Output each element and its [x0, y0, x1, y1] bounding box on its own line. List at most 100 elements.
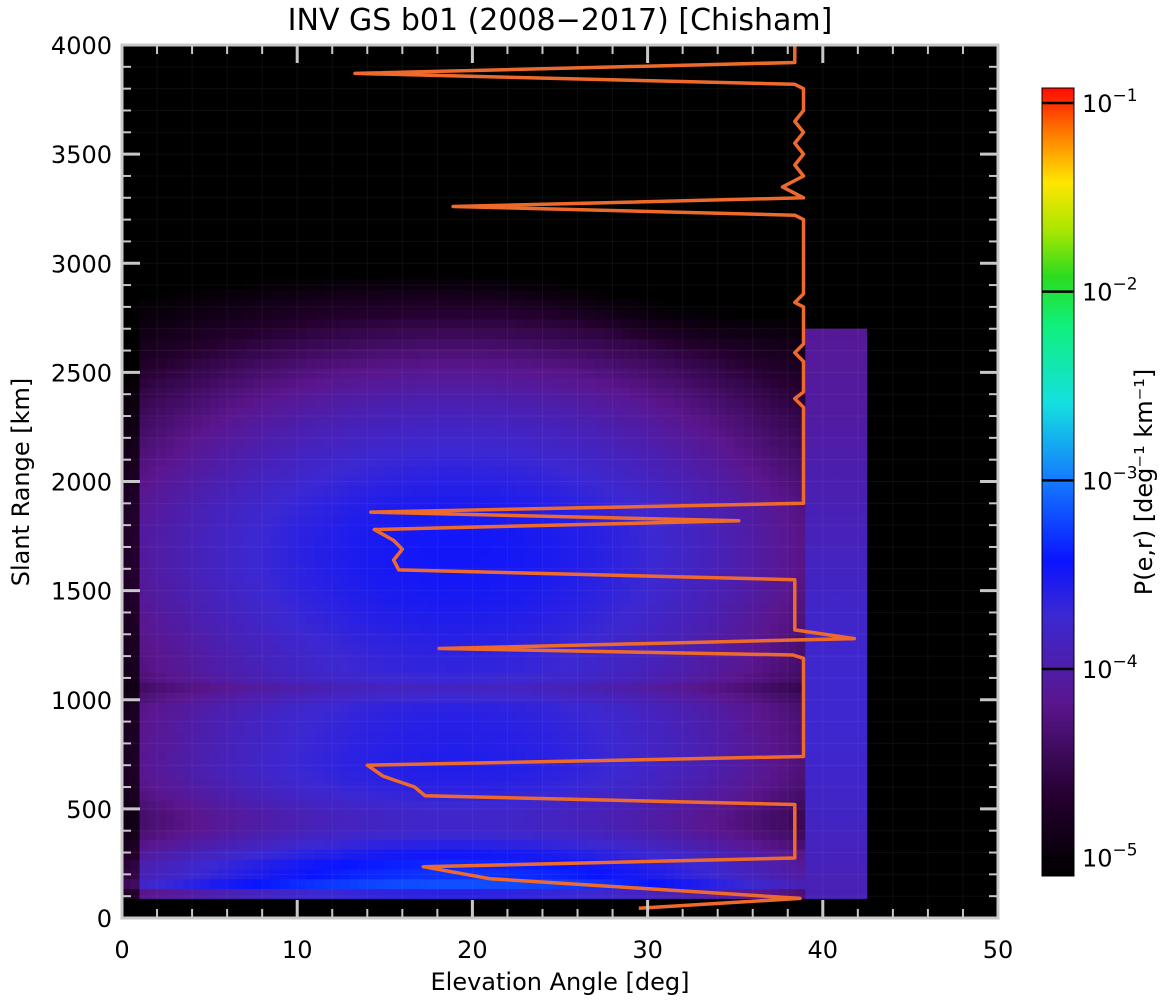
- heatmap-cell: [524, 603, 535, 615]
- heatmap-cell: [551, 623, 561, 634]
- heatmap-cell: [533, 574, 544, 585]
- heatmap-cell: [708, 544, 719, 556]
- heatmap-cell: [428, 623, 438, 634]
- heatmap-cell: [393, 417, 403, 428]
- heatmap-cell: [358, 633, 368, 644]
- heatmap-cell: [367, 662, 377, 674]
- heatmap-cell: [577, 299, 587, 310]
- heatmap-cell: [805, 534, 815, 546]
- heatmap-cell: [279, 534, 290, 546]
- heatmap-cell: [393, 387, 403, 399]
- heatmap-cell: [428, 407, 438, 418]
- heatmap-cell: [665, 485, 675, 497]
- heatmap-cell: [708, 839, 719, 850]
- heatmap-cell: [376, 476, 386, 487]
- heatmap-cell: [297, 790, 307, 801]
- heatmap-cell: [516, 692, 526, 703]
- heatmap-cell: [787, 613, 798, 624]
- heatmap-cell: [779, 613, 789, 624]
- heatmap-cell: [551, 436, 561, 448]
- heatmap-cell: [122, 888, 132, 899]
- heatmap-cell: [761, 770, 771, 782]
- heatmap-cell: [743, 417, 754, 428]
- heatmap-cell: [560, 299, 570, 310]
- heatmap-cell: [551, 888, 561, 899]
- heatmap-cell: [454, 328, 465, 340]
- heatmap-cell: [489, 682, 500, 693]
- heatmap-cell: [779, 633, 789, 644]
- heatmap-cell: [393, 819, 403, 831]
- heatmap-cell: [183, 318, 193, 330]
- heatmap-cell: [542, 692, 552, 703]
- heatmap-cell: [726, 868, 736, 880]
- heatmap-cell: [227, 348, 237, 359]
- heatmap-cell: [288, 809, 298, 821]
- heatmap-cell: [279, 829, 290, 841]
- heatmap-cell: [560, 554, 570, 566]
- heatmap-cell: [498, 760, 509, 772]
- heatmap-cell: [411, 819, 421, 831]
- heatmap-cell: [200, 652, 211, 664]
- heatmap-cell: [341, 387, 351, 399]
- heatmap-cell: [814, 466, 824, 477]
- heatmap-cell: [489, 348, 500, 359]
- heatmap-cell: [393, 309, 403, 320]
- heatmap-cell: [279, 417, 290, 428]
- heatmap-cell: [367, 485, 377, 497]
- heatmap-cell: [305, 485, 316, 497]
- heatmap-cell: [472, 446, 482, 457]
- heatmap-cell: [288, 544, 298, 556]
- heatmap-cell: [665, 633, 675, 644]
- heatmap-cell: [577, 623, 587, 634]
- heatmap-cell: [743, 476, 754, 487]
- heatmap-cell: [595, 760, 605, 772]
- heatmap-cell: [489, 741, 500, 752]
- heatmap-cell: [682, 868, 692, 880]
- heatmap-cell: [183, 456, 193, 467]
- heatmap-cell: [419, 760, 430, 772]
- heatmap-cell: [568, 476, 579, 487]
- heatmap-cell: [577, 495, 587, 507]
- heatmap-cell: [288, 358, 298, 369]
- heatmap-cell: [638, 672, 649, 683]
- heatmap-cell: [314, 544, 325, 556]
- heatmap-cell: [209, 701, 219, 713]
- heatmap-cell: [621, 800, 631, 811]
- heatmap-cell: [735, 436, 745, 448]
- heatmap-cell: [446, 456, 456, 467]
- heatmap-cell: [542, 682, 552, 693]
- heatmap-cell: [332, 387, 342, 399]
- heatmap-cell: [586, 613, 596, 624]
- heatmap-cell: [498, 309, 509, 320]
- heatmap-cell: [691, 613, 701, 624]
- heatmap-cell: [323, 878, 333, 890]
- heatmap-cell: [665, 839, 675, 850]
- heatmap-cell: [481, 348, 491, 359]
- heatmap-cell: [463, 584, 473, 595]
- heatmap-cell: [656, 544, 666, 556]
- heatmap-cell: [235, 358, 246, 369]
- heatmap-cell: [814, 809, 824, 821]
- heatmap-cell: [822, 878, 833, 890]
- heatmap-cell: [332, 819, 342, 831]
- heatmap-cell: [673, 711, 684, 723]
- heatmap-cell: [174, 809, 184, 821]
- heatmap-cell: [638, 436, 649, 448]
- heatmap-cell: [192, 593, 202, 605]
- heatmap-cell: [630, 819, 640, 831]
- heatmap-cell: [481, 456, 491, 467]
- heatmap-cell: [673, 780, 684, 791]
- heatmap-cell: [262, 613, 272, 624]
- heatmap-cell: [735, 534, 745, 546]
- heatmap-cell: [717, 358, 728, 369]
- heatmap-cell: [209, 741, 219, 752]
- heatmap-cell: [227, 809, 237, 821]
- heatmap-cell: [673, 829, 684, 841]
- heatmap-cell: [122, 613, 132, 624]
- heatmap-cell: [349, 760, 360, 772]
- heatmap-cell: [770, 564, 780, 575]
- heatmap-cell: [656, 534, 666, 546]
- heatmap-cell: [165, 397, 176, 408]
- heatmap-cell: [533, 721, 544, 732]
- heatmap-cell: [419, 731, 430, 742]
